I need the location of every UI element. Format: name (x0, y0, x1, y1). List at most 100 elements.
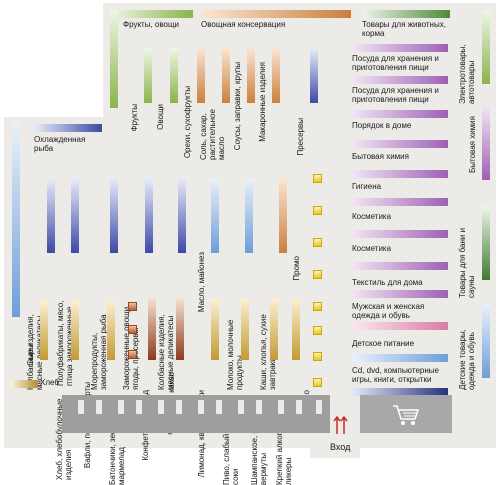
shopping-cart-icon (393, 405, 420, 425)
label-cosmetics-2: Косметика (352, 244, 392, 253)
shelf-electronics (482, 10, 490, 84)
shelf-cheese (12, 122, 20, 317)
shelf-sausages-1 (47, 178, 55, 253)
label-pet-food-text: Товары для животных, корма (362, 20, 446, 38)
shelf-candy (148, 298, 156, 360)
label-clothing-text: Мужская и женская одежда и обувь (352, 302, 425, 320)
label-chilled-fish: Охлажденная рыба (34, 135, 94, 153)
shelf-oil-mayo (211, 178, 219, 253)
shelf-pasta-col (272, 48, 280, 103)
promo-square (313, 326, 322, 335)
label-oil-mayo: Масло, майонез (197, 252, 206, 313)
shelf-canned-veg (201, 10, 351, 18)
shelf-champagne (270, 298, 278, 360)
checkout-lane (136, 400, 142, 414)
shelf-semi-finished (71, 178, 79, 253)
shelf-kids (482, 304, 490, 378)
label-bread: Хлеб (40, 378, 59, 387)
checkout-lane (256, 400, 262, 414)
checkout-lane (238, 400, 244, 414)
shelf-sauces-col (247, 48, 255, 103)
label-kids: Детские товары, одежда и обувь (458, 329, 476, 390)
shelf-lemonade (211, 298, 219, 360)
label-media: Cd, dvd, компьютерные игры, книги, откры… (352, 366, 448, 384)
label-chilled-fish-text: Охлажденная рыба (34, 135, 86, 153)
label-nuts: Орехи, сухофрукты (183, 86, 192, 159)
shelf-veg-col (170, 48, 178, 103)
shelf-seafood (110, 178, 118, 253)
label-clothing: Мужская и женская одежда и обувь (352, 302, 448, 320)
shelf-bars (107, 300, 115, 360)
shelf-spirits (292, 298, 300, 360)
shelf-home-order (352, 110, 448, 118)
checkout-lane (296, 400, 302, 414)
shelf-storage-2 (352, 76, 448, 84)
floor-upper (103, 3, 496, 119)
shelf-hygiene (352, 170, 448, 178)
checkout-lane (198, 400, 204, 414)
checkout-lane (176, 400, 182, 414)
label-media-text: Cd, dvd, компьютерные игры, книги, откры… (352, 366, 439, 384)
label-storage-1: Посуда для хранения и приготовления пищи (352, 54, 448, 72)
checkout-lane (316, 400, 322, 414)
label-hygiene: Гигиена (352, 182, 382, 191)
label-storage-2-text: Посуда для хранения и приготовления пищи (352, 86, 439, 104)
shelf-chemicals (352, 140, 448, 148)
shelf-bath (482, 206, 490, 280)
label-fruits-veg: Фрукты, овощи (123, 20, 179, 29)
label-veg: Овощи (156, 104, 165, 130)
shelf-bread (12, 380, 38, 388)
shelf-cosmetics-2 (352, 230, 448, 238)
label-cosmetics-1: Косметика (352, 212, 392, 221)
label-electronics: Электротовары, автотовары (458, 44, 476, 104)
label-salt-sugar: Соль, сахар, растительное масло (199, 109, 226, 160)
shelf-salt-col (222, 48, 230, 103)
shelf-bakery (40, 300, 48, 360)
shelf-cosmetics-1 (352, 198, 448, 206)
shelf-fruits-v (110, 10, 118, 108)
label-textile: Текстиль для дома (352, 278, 423, 287)
label-baby-food: Детское питание (352, 339, 415, 348)
label-promo-1: Промо (292, 256, 301, 281)
shelf-beer (241, 298, 249, 360)
shelf-cereal (279, 178, 287, 253)
cart-area (360, 395, 452, 433)
label-chemicals-v: Бытовая химия (468, 116, 477, 173)
label-storage-1-text: Посуда для хранения и приготовления пищи (352, 54, 439, 72)
shelf-textile (352, 262, 448, 270)
promo-square (313, 206, 322, 215)
shelf-fruits-col (144, 48, 152, 103)
label-storage-2: Посуда для хранения и приготовления пищи (352, 86, 448, 104)
label-bath: Товары для бани и сауны (458, 227, 476, 298)
sweets-square (128, 350, 137, 359)
label-pasta: Макаронные изделия (258, 62, 267, 142)
checkout-counter (62, 395, 330, 433)
entrance-arrows (333, 415, 348, 434)
shelf-chemicals-v (482, 106, 490, 180)
sweets-square (128, 302, 137, 311)
checkout-lane (96, 400, 102, 414)
shelf-textile-lower (352, 290, 448, 298)
sweets-square (128, 325, 137, 334)
shelf-milk (245, 178, 253, 253)
label-fruits: Фрукты (130, 104, 139, 132)
checkout-lane (118, 400, 124, 414)
shelf-waffles (71, 300, 79, 360)
shelf-media (352, 388, 448, 396)
label-pet-food: Товары для животных, корма (362, 20, 450, 38)
checkout-lane (78, 400, 84, 414)
label-chemicals: Бытовая химия (352, 152, 409, 161)
shelf-frozen-veg (145, 178, 153, 253)
checkout-lane (278, 400, 284, 414)
shelf-tea (176, 298, 184, 360)
shelf-pet-food (362, 10, 450, 18)
shelf-clothing (352, 322, 448, 330)
promo-square (313, 174, 322, 183)
shelf-chilled-fish (34, 124, 102, 132)
floor-entrance-area (310, 446, 360, 458)
shelf-preserves-col (310, 48, 318, 103)
label-preserves: Пресервы (296, 118, 305, 156)
label-home-order: Порядок в доме (352, 121, 412, 130)
shelf-fruits-veg (110, 10, 193, 18)
promo-square (313, 352, 322, 361)
